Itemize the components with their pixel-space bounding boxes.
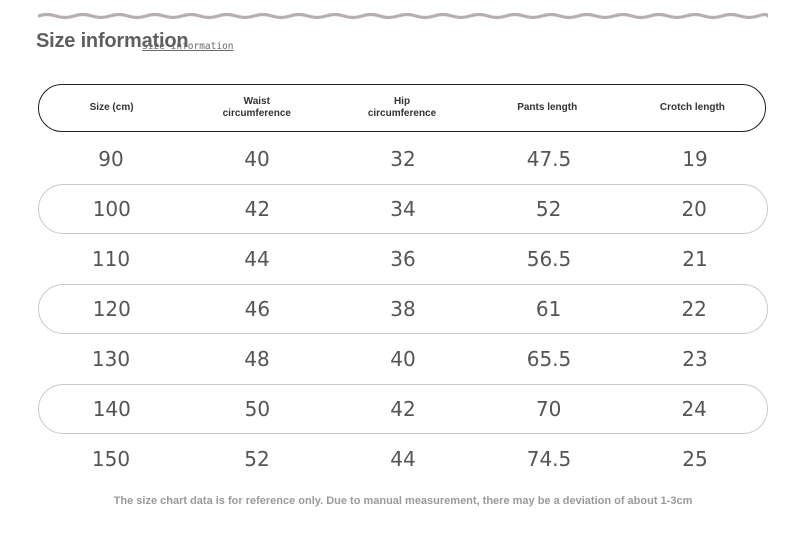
- waist-cell: 52: [244, 447, 270, 471]
- size-cell: 150: [91, 447, 131, 471]
- size-cell: 110: [91, 247, 131, 271]
- pants-length-cell: 56.5: [526, 247, 572, 271]
- table-row: 140 50 42 70 24: [38, 384, 768, 434]
- size-cell: 90: [98, 147, 124, 171]
- size-cell: 130: [91, 347, 131, 371]
- hip-cell: 38: [390, 297, 416, 321]
- waist-cell: 48: [244, 347, 270, 371]
- crotch-length-cell: 22: [681, 297, 707, 321]
- table-header: Size (cm) Waist circumference Hip circum…: [38, 84, 766, 132]
- pants-length-cell: 70: [535, 397, 562, 421]
- waist-cell: 44: [244, 247, 270, 271]
- hip-cell: 40: [390, 347, 416, 371]
- hip-cell: 44: [390, 447, 416, 471]
- column-header-crotch-length: Crotch length: [659, 102, 725, 113]
- hip-cell: 34: [390, 197, 416, 221]
- column-header-hip: Hip circumference: [367, 96, 437, 119]
- table-row: 110 44 36 56.5 21: [38, 234, 768, 284]
- waist-cell: 46: [244, 297, 271, 321]
- crotch-length-cell: 25: [682, 447, 708, 471]
- hip-cell: 36: [390, 247, 416, 271]
- crotch-length-cell: 20: [681, 197, 707, 221]
- crotch-length-cell: 21: [682, 247, 708, 271]
- table-row: 120 46 38 61 22: [38, 284, 768, 334]
- page-title: Size information: [36, 30, 189, 52]
- pants-length-cell: 65.5: [526, 347, 572, 371]
- size-cell: 120: [92, 297, 131, 321]
- pants-length-cell: 61: [535, 297, 562, 321]
- hip-cell: 32: [390, 147, 416, 171]
- column-header-pants-length: Pants length: [517, 102, 578, 113]
- crotch-length-cell: 24: [681, 397, 707, 421]
- disclaimer-note: The size chart data is for reference onl…: [113, 495, 693, 507]
- waist-cell: 42: [244, 197, 271, 221]
- table-row: 130 48 40 65.5 23: [38, 334, 768, 384]
- table-row: 90 40 32 47.5 19: [38, 134, 768, 184]
- crotch-length-cell: 19: [682, 147, 708, 171]
- waist-cell: 50: [244, 397, 271, 421]
- column-header-waist: Waist circumference: [222, 96, 291, 119]
- page-subtitle: Size information: [142, 41, 234, 52]
- pants-length-cell: 74.5: [526, 447, 572, 471]
- pants-length-cell: 52: [535, 197, 562, 221]
- table-row: 100 42 34 52 20: [38, 184, 768, 234]
- size-cell: 100: [92, 197, 131, 221]
- size-cell: 140: [92, 397, 131, 421]
- crotch-length-cell: 23: [682, 347, 708, 371]
- column-header-size: Size (cm): [89, 102, 134, 113]
- decorative-wavy-line: [38, 12, 768, 20]
- pants-length-cell: 47.5: [526, 147, 572, 171]
- waist-cell: 40: [244, 147, 270, 171]
- hip-cell: 42: [390, 397, 416, 421]
- table-row: 150 52 44 74.5 25: [38, 434, 768, 484]
